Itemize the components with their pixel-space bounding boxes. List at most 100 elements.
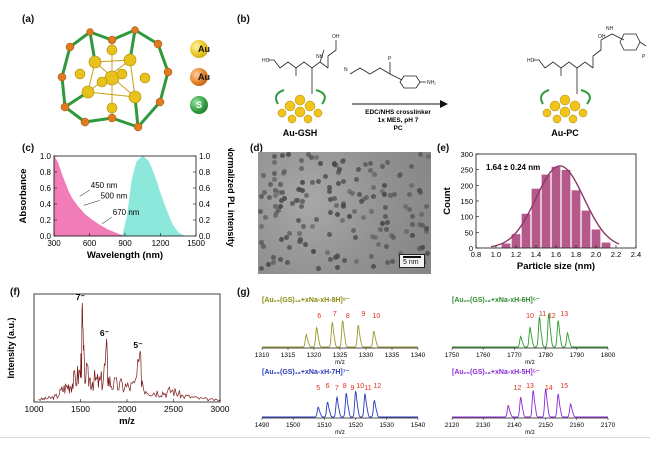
- y-tick-label: 0.8: [40, 168, 52, 177]
- nanoparticle-dot: [273, 204, 279, 210]
- legend-label: Au: [198, 44, 210, 54]
- nanoparticle-dot: [259, 194, 265, 200]
- nanoparticle-dot: [327, 185, 333, 191]
- nanoparticle-dot: [258, 266, 264, 272]
- x-tick-label: 1.0: [491, 250, 501, 259]
- nanoparticle-dot: [331, 196, 337, 202]
- nanoparticle-dot: [423, 204, 429, 210]
- peak-label: 5: [316, 385, 320, 392]
- y-tick-label: 100: [460, 213, 473, 222]
- nanoparticle-dot: [282, 169, 288, 175]
- nanoparticle-dot: [408, 182, 414, 188]
- nanoparticle-dot: [276, 207, 282, 213]
- peak-label: 11: [539, 311, 546, 318]
- peak-label: 9: [351, 385, 355, 392]
- nanoparticle-dot: [261, 173, 267, 179]
- x-tick-label: 1340: [411, 352, 426, 359]
- nanoparticle-dot: [359, 199, 365, 204]
- peak-label: 12: [374, 383, 382, 390]
- annotation-label: 500 nm: [101, 191, 128, 200]
- nanoparticle-dot: [420, 245, 426, 251]
- x-tick-label: 1200: [152, 239, 170, 248]
- nanoparticle-dot: [272, 187, 278, 193]
- reagent-p-label: P: [388, 56, 392, 62]
- nanoparticle-dot: [353, 177, 359, 183]
- spectrum-title: [Au₂₅(GS)₁₈+xNa-xH-5H]⁵⁻: [452, 369, 540, 376]
- nanoparticle-dot: [258, 224, 264, 230]
- nanoparticle-dot: [341, 201, 347, 207]
- nanoparticle-dot: [370, 264, 376, 270]
- y-tick-label: 0.2: [40, 216, 52, 225]
- reagent-structure: [349, 62, 426, 89]
- nanoparticle-dot: [323, 173, 329, 179]
- peak-label: 13: [560, 311, 568, 318]
- y-axis-label: Count: [442, 186, 453, 214]
- nanoparticle-dot: [381, 183, 387, 189]
- y2-tick-label: 0.6: [199, 184, 211, 193]
- nanoparticle-dot: [300, 199, 306, 205]
- nanoparticle-dot: [425, 153, 431, 159]
- nanoparticle-dot: [353, 258, 359, 264]
- annotation-arrow: [83, 200, 100, 206]
- x-tick-label: 1530: [380, 422, 395, 429]
- panel-label-c: (c): [22, 143, 35, 154]
- nanoparticle-dot: [327, 231, 333, 237]
- x-tick-label: 1.4: [531, 250, 541, 259]
- y-axis-label: Absorbance: [18, 169, 29, 224]
- y2-tick-label: 0.4: [199, 200, 211, 209]
- spectrum-title: [Au₂₅(GS)₁₈+xNa-xH-6H]⁶⁻: [452, 297, 540, 304]
- histogram-bar: [551, 166, 561, 249]
- nanoparticle-dot: [286, 245, 292, 251]
- nanoparticle-dot: [333, 203, 339, 209]
- x-tick-label: 1760: [476, 352, 491, 359]
- nanoparticle-dot: [262, 189, 268, 195]
- panel-label-f: (f): [10, 287, 20, 298]
- peak-label: 12: [548, 313, 556, 320]
- orange-atom-icon: [190, 68, 208, 86]
- nanoparticle-dot: [406, 207, 412, 213]
- nanoparticle-dot: [409, 164, 415, 170]
- nanoparticle-dot: [258, 208, 264, 214]
- histogram-bar: [501, 243, 511, 249]
- peak-label: 8: [346, 313, 350, 320]
- nanoparticle-dot: [295, 197, 301, 203]
- nanoparticle-dot: [419, 223, 425, 229]
- nanoparticle-dot: [372, 234, 378, 240]
- panel-label-b: (b): [237, 14, 250, 25]
- nanoparticle-dot: [369, 209, 375, 215]
- svg-text:OH: OH: [332, 34, 340, 40]
- gold-atom-icon: [190, 40, 208, 58]
- nanoparticle-dot: [280, 153, 286, 159]
- nanoparticle-dot: [370, 193, 376, 199]
- y2-tick-label: 0.2: [199, 216, 211, 225]
- nanoparticle-dot: [309, 180, 315, 186]
- nanoparticle-dot: [313, 155, 319, 161]
- nanoparticle-dot: [278, 203, 284, 209]
- nanoparticle-dot: [417, 152, 423, 158]
- x-tick-label: 1320: [307, 352, 322, 359]
- legend-item-s: S: [190, 94, 230, 118]
- nanoparticle-dot: [397, 172, 403, 178]
- panel-label-e: (e): [437, 143, 450, 154]
- reagent-amine-label: NH₂: [427, 80, 436, 86]
- nanoparticle-dot: [387, 193, 393, 199]
- x-tick-label: 2120: [445, 422, 460, 429]
- nanoparticle-dot: [260, 243, 266, 249]
- nanoparticle-dot: [294, 198, 300, 204]
- x-tick-label: 1.2: [511, 250, 521, 259]
- peak-label: 9: [361, 311, 365, 318]
- nanoparticle-dot: [384, 243, 390, 249]
- histogram-bar: [561, 169, 571, 249]
- y2-axis-label: Normalized PL intensity: [226, 148, 236, 247]
- nanoparticle-dot: [371, 171, 377, 177]
- nanoparticle-dot: [384, 260, 390, 266]
- nanoparticle-dot: [369, 234, 375, 240]
- nanoparticle-dot: [378, 226, 384, 232]
- nanoparticle-dot: [368, 160, 374, 166]
- nanoparticle-dot: [356, 167, 362, 173]
- nanoparticle-dot: [352, 209, 358, 214]
- nanoparticle-dot: [379, 220, 385, 226]
- x-tick-label: 3000: [211, 404, 230, 414]
- nanoparticle-dot: [273, 193, 278, 199]
- nanoparticle-dot: [375, 241, 381, 247]
